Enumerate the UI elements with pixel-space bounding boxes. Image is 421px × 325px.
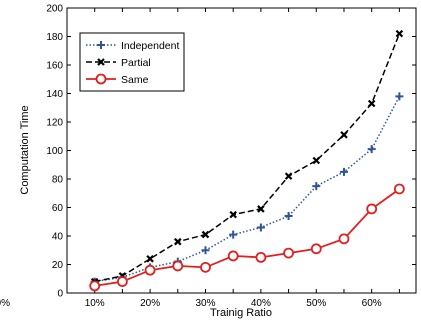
data-point-same [338,233,350,245]
data-point-partial [229,210,237,219]
x-tick-label: 60% [362,298,382,309]
series-same [89,183,405,292]
series-line-partial [94,33,401,283]
data-point-partial [257,205,265,213]
data-point-independent [284,212,293,221]
data-point-partial [201,230,210,239]
y-tick-label: 160 [46,61,63,72]
y-tick-label: 180 [46,32,63,43]
data-point-same [200,261,211,273]
data-point-independent [201,246,210,255]
data-point-independent [312,182,321,191]
x-tick-label: 30% [195,298,215,309]
data-point-same [283,247,294,259]
x-tick-label: 10% [85,298,105,309]
data-point-independent [229,230,238,239]
y-tick-label: 100 [46,146,63,157]
y-tick-label: 200 [46,4,63,15]
data-point-partial [284,172,293,180]
legend-label-same: Same [121,74,149,86]
data-point-same [144,264,156,276]
x-tick-label: 70% [0,298,10,309]
data-point-same [393,183,405,195]
data-point-same [366,203,378,215]
series-partial [90,29,404,286]
legend-marker-same [95,73,107,85]
data-point-independent [256,223,265,232]
legend-marker-independent [97,41,105,49]
data-point-partial [395,29,404,38]
data-point-same [310,243,322,255]
data-point-same [227,250,239,262]
data-point-partial [174,237,182,246]
y-tick-label: 120 [46,118,63,129]
series-group [89,29,405,292]
plot-frame [66,7,417,294]
x-tick-label: 50% [306,298,326,309]
y-tick-label: 60 [52,203,64,214]
y-tick-label: 40 [52,232,64,243]
data-point-same [255,251,267,263]
x-tick-label: 20% [140,298,160,309]
data-point-partial [146,255,154,263]
data-point-same [116,276,128,288]
data-point-independent [339,167,348,176]
legend-label-partial: Partial [121,57,151,69]
data-point-partial [340,131,348,139]
y-tick-label: 20 [52,260,64,271]
y-tick-label: 80 [52,175,64,186]
data-point-same [89,280,101,292]
y-tick-label: 140 [46,89,63,100]
x-tick-label: 40% [251,298,271,309]
y-axis-label: Computation Time [19,105,31,194]
y-axis-ticks: 0 20 40 60 80 100 120 140 160 180 200 [46,4,416,300]
data-point-same [172,260,184,272]
legend: Independent Partial Same [79,32,185,92]
x-axis-label: Trainig Ratio [210,307,272,319]
data-point-partial [312,156,321,165]
y-tick-label: 0 [57,289,63,300]
data-point-independent [395,92,404,101]
data-point-independent [367,145,376,154]
x-axis-ticks: 10% 20% 30% 40% 50% 60% 70% [0,8,400,309]
legend-marker-partial [97,58,105,66]
data-point-partial [367,99,376,108]
legend-label-independent: Independent [121,40,179,52]
